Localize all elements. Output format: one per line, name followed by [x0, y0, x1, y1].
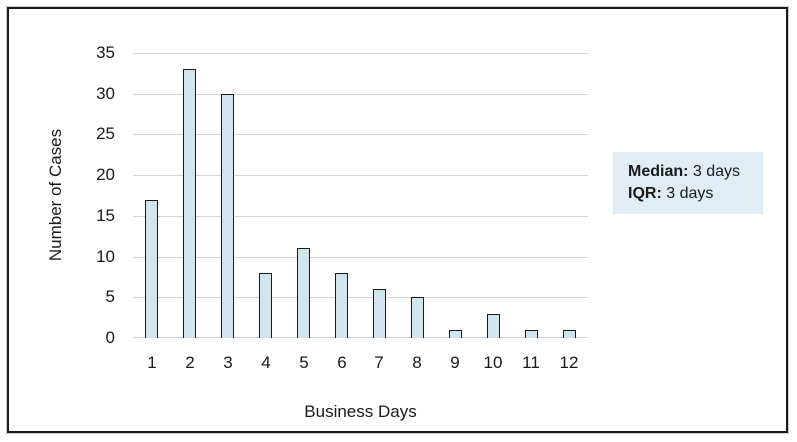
y-tick-label: 15 — [96, 206, 115, 225]
bar-day-12 — [562, 329, 576, 338]
y-tick-label: 30 — [96, 84, 115, 103]
figure-frame: 0 5 10 15 20 25 30 35 1 2 3 4 5 6 7 8 9 10 11 12 Number of… — [7, 7, 788, 433]
bar-day-3 — [221, 93, 235, 338]
gridline — [133, 53, 588, 54]
y-tick-label: 35 — [96, 43, 115, 62]
x-tick-label: 9 — [450, 353, 460, 372]
y-axis-title: Number of Cases — [46, 128, 65, 262]
gridline — [133, 297, 588, 298]
gridline — [133, 216, 588, 217]
x-tick-label: 5 — [299, 353, 309, 372]
y-tick-label: 0 — [105, 328, 115, 347]
gridline — [133, 94, 588, 95]
bar-day-5 — [297, 248, 311, 338]
x-tick-label: 12 — [559, 353, 579, 372]
x-tick-label: 1 — [147, 353, 157, 372]
bar-day-4 — [259, 272, 273, 338]
bar-day-6 — [335, 272, 349, 338]
bar-day-9 — [448, 329, 462, 338]
bar-day-8 — [410, 297, 424, 338]
x-tick-label: 6 — [337, 353, 347, 372]
stats-callout: Median: 3 days IQR: 3 days — [613, 152, 763, 214]
bar-day-1 — [145, 199, 159, 338]
y-tick-label: 25 — [96, 124, 115, 143]
x-tick-label: 3 — [223, 353, 233, 372]
bar-day-7 — [372, 289, 386, 338]
plot-area — [133, 53, 588, 338]
y-tick-label: 10 — [96, 247, 115, 266]
gridline — [133, 134, 588, 135]
x-axis-title: Business Days — [304, 402, 417, 421]
bar-day-11 — [524, 329, 538, 338]
stats-callout-line: Median: 3 days — [628, 163, 741, 180]
x-tick-label: 10 — [483, 353, 503, 372]
gridline — [133, 175, 588, 176]
gridline — [133, 337, 588, 338]
y-tick-label: 5 — [105, 287, 115, 306]
gridline — [133, 257, 588, 258]
y-tick-label: 20 — [96, 165, 115, 184]
x-tick-label: 4 — [261, 353, 271, 372]
bar-day-10 — [486, 313, 500, 338]
x-tick-label: 7 — [374, 353, 384, 372]
x-tick-label: 8 — [412, 353, 422, 372]
bar-day-2 — [183, 69, 197, 338]
x-tick-label: 11 — [522, 353, 540, 372]
stats-callout-line: IQR: 3 days — [628, 185, 714, 202]
x-tick-label: 2 — [185, 353, 195, 372]
